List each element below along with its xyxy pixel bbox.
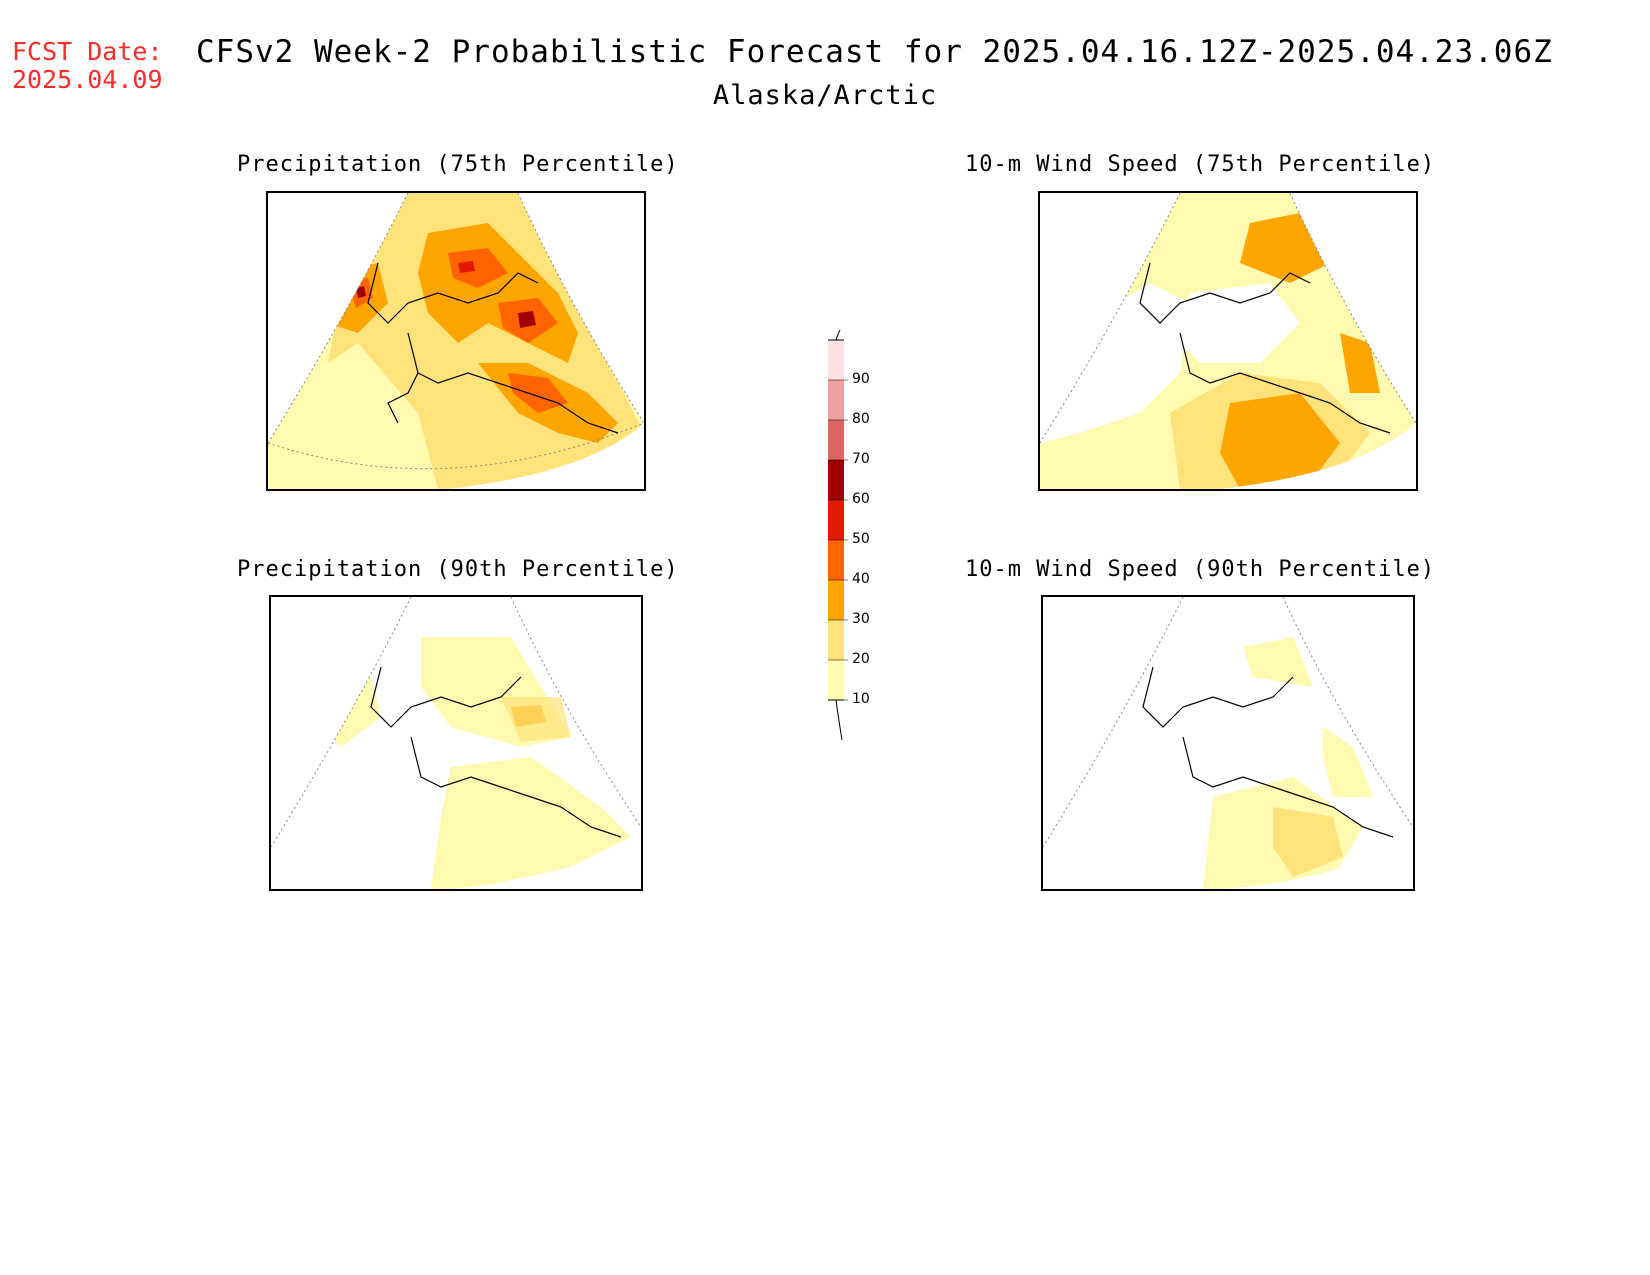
colorbar-label: 60 bbox=[852, 491, 870, 507]
colorbar-swatch bbox=[828, 500, 844, 540]
panel-title-wind75: 10-m Wind Speed (75th Percentile) bbox=[965, 152, 1436, 177]
map-precip90-plot bbox=[271, 597, 641, 889]
colorbar-swatches bbox=[828, 329, 848, 741]
colorbar-swatch bbox=[828, 660, 844, 700]
colorbar-label: 10 bbox=[852, 691, 870, 707]
map-precip90 bbox=[269, 595, 643, 891]
colorbar-swatch bbox=[828, 420, 844, 460]
colorbar-swatch bbox=[828, 380, 844, 420]
colorbar-label: 30 bbox=[852, 611, 870, 627]
colorbar-label: 80 bbox=[852, 411, 870, 427]
region-subtitle: Alaska/Arctic bbox=[712, 80, 938, 111]
map-precip75-plot bbox=[268, 193, 644, 489]
colorbar-label: 40 bbox=[852, 571, 870, 587]
forecast-date-block: FCST Date: 2025.04.09 bbox=[12, 38, 163, 94]
map-precip75 bbox=[266, 191, 646, 491]
colorbar-swatch bbox=[828, 580, 844, 620]
forecast-date-label: FCST Date: bbox=[12, 37, 163, 66]
panel-title-precip90: Precipitation (90th Percentile) bbox=[237, 557, 679, 582]
colorbar-label: 20 bbox=[852, 651, 870, 667]
map-wind90 bbox=[1041, 595, 1415, 891]
page-title: CFSv2 Week-2 Probabilistic Forecast for … bbox=[196, 34, 1553, 70]
colorbar-label: 90 bbox=[852, 371, 870, 387]
colorbar-swatch bbox=[828, 460, 844, 500]
colorbar-top-cap bbox=[828, 329, 844, 341]
colorbar-label: 50 bbox=[852, 531, 870, 547]
colorbar-bottom-cap bbox=[828, 699, 844, 741]
forecast-date-value: 2025.04.09 bbox=[12, 65, 163, 94]
colorbar: 10 20 30 40 50 60 70 80 90 bbox=[820, 329, 900, 754]
colorbar-label: 70 bbox=[852, 451, 870, 467]
colorbar-swatch bbox=[828, 620, 844, 660]
panel-title-precip75: Precipitation (75th Percentile) bbox=[237, 152, 679, 177]
map-wind75 bbox=[1038, 191, 1418, 491]
colorbar-swatch bbox=[828, 340, 844, 380]
colorbar-swatch bbox=[828, 540, 844, 580]
panel-title-wind90: 10-m Wind Speed (90th Percentile) bbox=[965, 557, 1436, 582]
map-wind75-plot bbox=[1040, 193, 1416, 489]
map-wind90-plot bbox=[1043, 597, 1413, 889]
